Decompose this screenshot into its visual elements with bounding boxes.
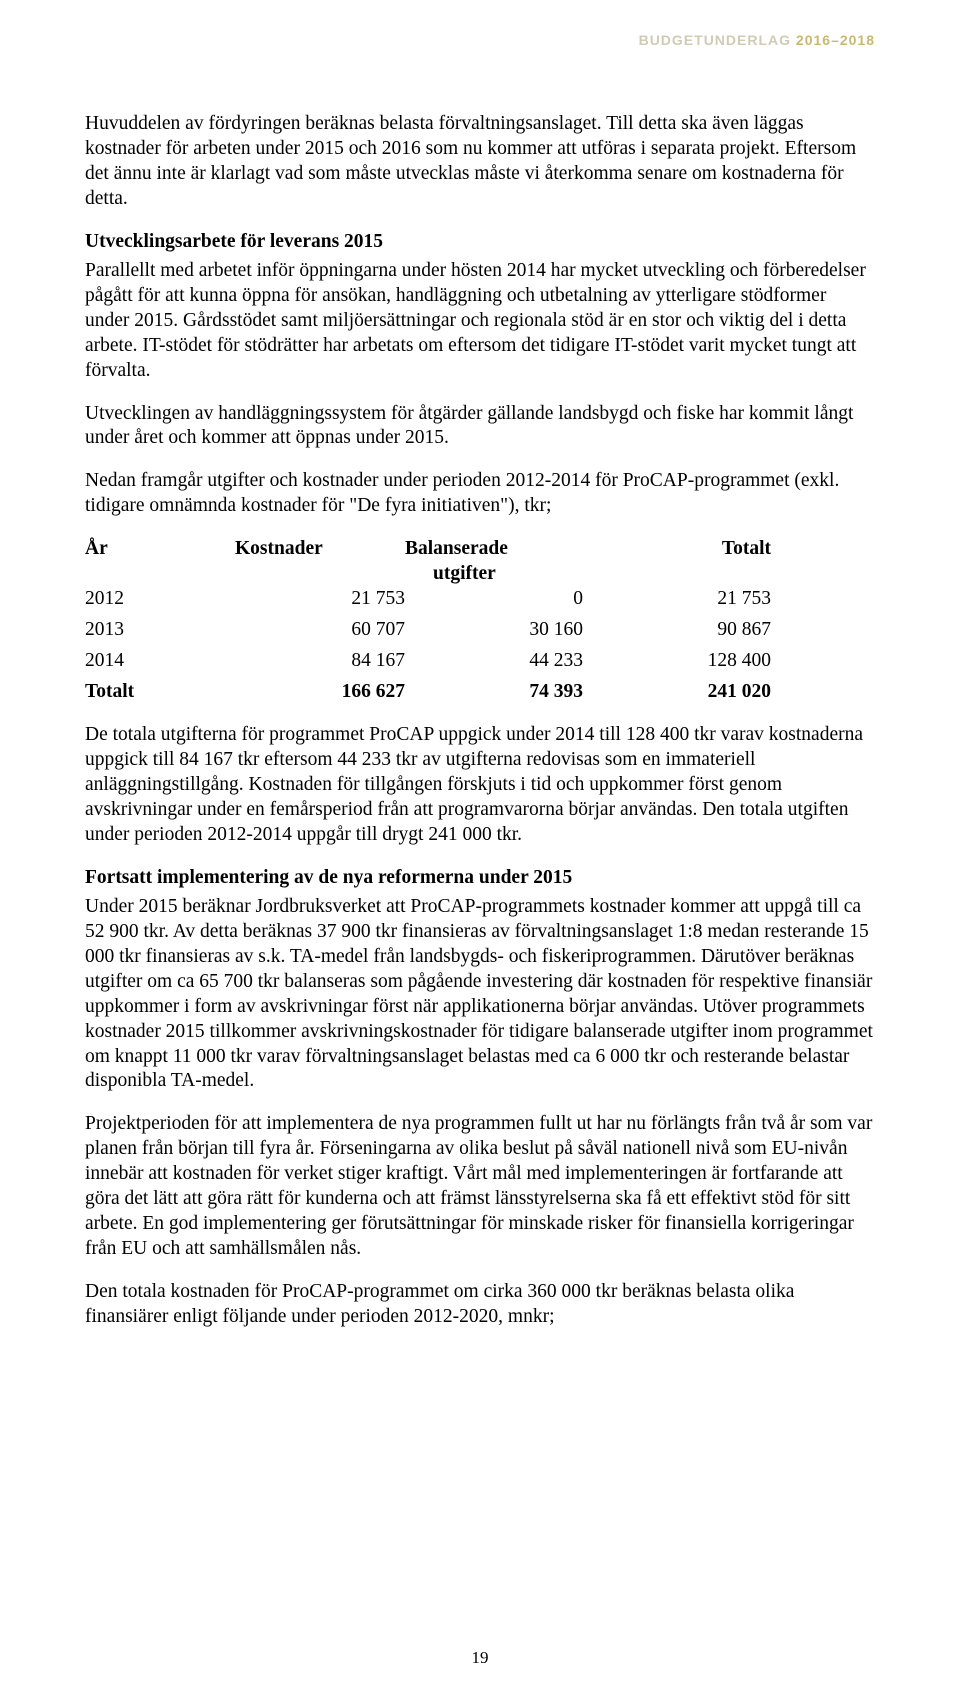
header-title-prefix: BUDGETUNDERLAG	[639, 32, 796, 48]
page-header: BUDGETUNDERLAG 2016–2018	[639, 32, 875, 48]
document-page: BUDGETUNDERLAG 2016–2018 Huvuddelen av f…	[0, 0, 960, 1690]
col-header-cost: Kostnader	[235, 537, 405, 587]
table-row: 2013 60 707 30 160 90 867	[85, 618, 771, 643]
cell-total: 241 020	[583, 680, 771, 705]
cell-cost: 21 753	[235, 587, 405, 612]
cell-balanced: 74 393	[405, 680, 583, 705]
section-heading: Fortsatt implementering av de nya reform…	[85, 866, 875, 891]
paragraph: Utvecklingen av handläggningssystem för …	[85, 402, 875, 452]
table-total-row: Totalt 166 627 74 393 241 020	[85, 680, 771, 705]
paragraph: Nedan framgår utgifter och kostnader und…	[85, 469, 875, 519]
paragraph: Den totala kostnaden för ProCAP-programm…	[85, 1280, 875, 1330]
col-header-total: Totalt	[583, 537, 771, 587]
col-header-balanced: Balanserade utgifter	[405, 537, 583, 587]
col-header-balanced-l2: utgifter	[405, 563, 496, 584]
table-row: 2014 84 167 44 233 128 400	[85, 649, 771, 674]
cell-total: 128 400	[583, 649, 771, 674]
col-header-year: År	[85, 537, 235, 587]
cell-year: Totalt	[85, 680, 235, 705]
table-header-row: År Kostnader Balanserade utgifter Totalt	[85, 537, 771, 587]
cell-year: 2012	[85, 587, 235, 612]
cost-table: År Kostnader Balanserade utgifter Totalt…	[85, 537, 771, 705]
cell-total: 21 753	[583, 587, 771, 612]
paragraph: Huvuddelen av fördyringen beräknas belas…	[85, 112, 875, 212]
paragraph: Under 2015 beräknar Jordbruksverket att …	[85, 895, 875, 1095]
cell-balanced: 0	[405, 587, 583, 612]
table-row: 2012 21 753 0 21 753	[85, 587, 771, 612]
document-body: Huvuddelen av fördyringen beräknas belas…	[85, 112, 875, 1330]
cell-balanced: 30 160	[405, 618, 583, 643]
cell-cost: 84 167	[235, 649, 405, 674]
cell-total: 90 867	[583, 618, 771, 643]
paragraph: De totala utgifterna för programmet ProC…	[85, 723, 875, 848]
page-number: 19	[0, 1648, 960, 1668]
paragraph: Parallellt med arbetet inför öppningarna…	[85, 259, 875, 384]
cell-balanced: 44 233	[405, 649, 583, 674]
paragraph: Projektperioden för att implementera de …	[85, 1112, 875, 1262]
cell-cost: 166 627	[235, 680, 405, 705]
cell-year: 2013	[85, 618, 235, 643]
cell-year: 2014	[85, 649, 235, 674]
cell-cost: 60 707	[235, 618, 405, 643]
col-header-balanced-l1: Balanserade	[405, 538, 508, 559]
section-heading: Utvecklingsarbete för leverans 2015	[85, 230, 875, 255]
header-title-years: 2016–2018	[796, 32, 875, 48]
